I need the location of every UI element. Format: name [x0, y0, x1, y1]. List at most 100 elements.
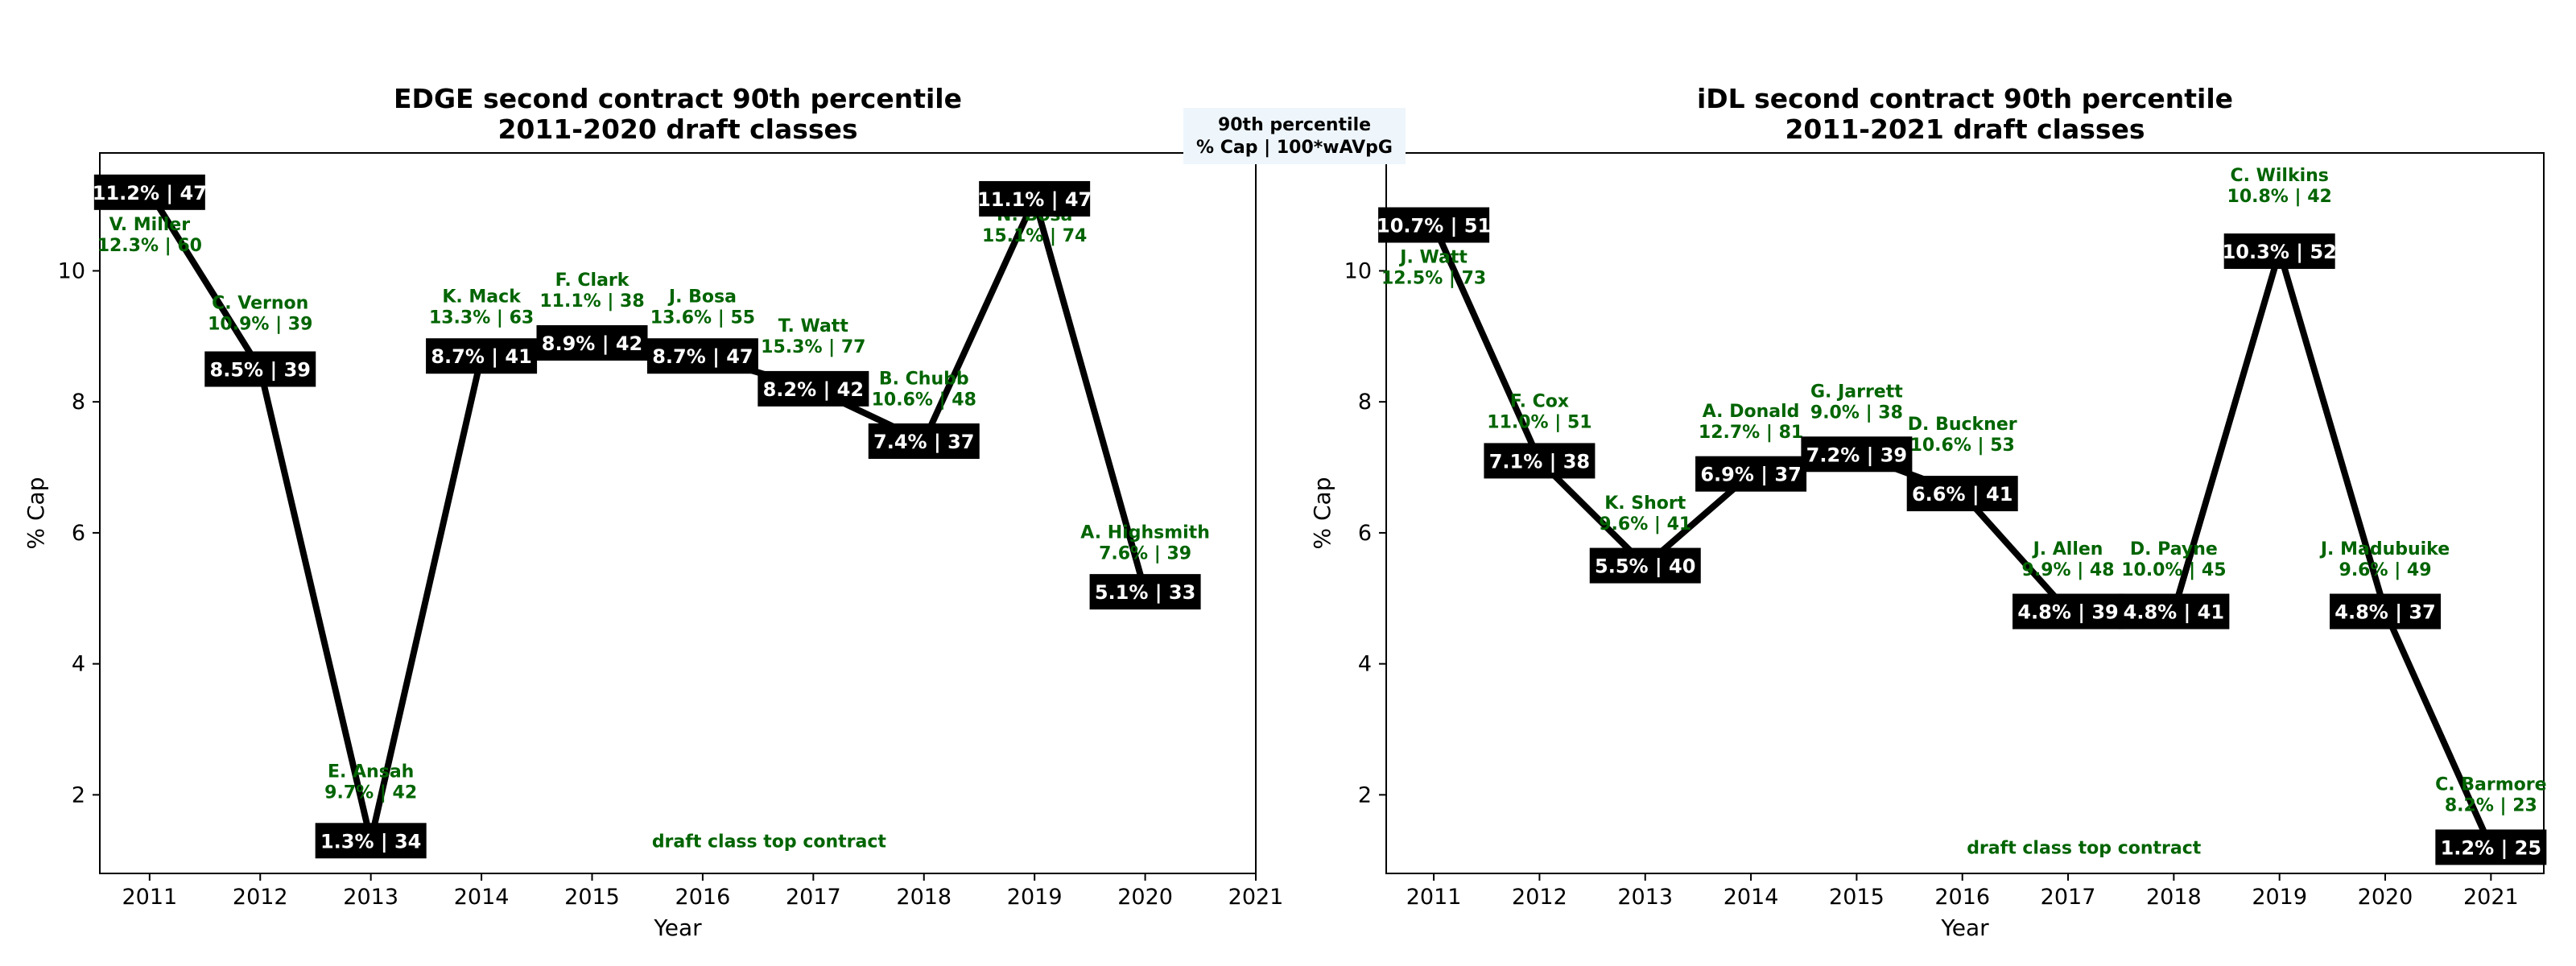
y-tick-label: 10: [58, 258, 85, 283]
footnote-label: draft class top contract: [1967, 839, 2202, 859]
x-axis-label: Year: [653, 914, 702, 941]
player-name-annotation: D. Buckner: [1908, 415, 2017, 435]
data-point-label-box: [2330, 593, 2442, 630]
plot-frame: [99, 152, 1257, 874]
x-tick-label: 2012: [1512, 885, 1567, 910]
x-tick-label: 2020: [2358, 885, 2413, 910]
player-value-annotation: 12.7% | 81: [1699, 423, 1803, 443]
player-value-annotation: 12.3% | 60: [97, 236, 202, 256]
player-value-annotation: 10.6% | 53: [1910, 436, 2015, 456]
player-value-annotation: 15.1% | 74: [982, 226, 1087, 246]
y-tick-label: 8: [72, 390, 85, 415]
player-value-annotation: 13.3% | 63: [429, 308, 534, 328]
x-tick-label: 2013: [343, 885, 398, 910]
footnote-label: draft class top contract: [652, 832, 887, 852]
data-point-label-box: [979, 180, 1091, 217]
data-point-label: 5.1% | 33: [1095, 581, 1195, 604]
player-value-annotation: 10.0% | 45: [2121, 560, 2226, 580]
player-value-annotation: 9.0% | 38: [1810, 403, 1903, 423]
data-point-label: 10.3% | 52: [2223, 241, 2337, 263]
player-value-annotation: 9.7% | 42: [324, 782, 417, 803]
data-point-label: 6.9% | 37: [1700, 464, 1801, 486]
data-point-label: 1.3% | 34: [320, 830, 421, 852]
player-name-annotation: A. Highsmith: [1080, 522, 1210, 543]
data-point-label-box: [868, 423, 980, 459]
player-name-annotation: F. Clark: [555, 270, 630, 291]
y-tick-label: 6: [1358, 521, 1372, 546]
data-point-label-box: [2118, 593, 2230, 630]
data-point-label: 4.8% | 41: [2124, 601, 2224, 624]
data-point-label-box: [2223, 233, 2335, 270]
x-tick-label: 2015: [1829, 885, 1885, 910]
player-name-annotation: T. Watt: [778, 316, 849, 336]
data-point-label-box: [2013, 593, 2124, 630]
x-tick-label: 2016: [675, 885, 731, 910]
player-value-annotation: 15.3% | 77: [761, 337, 865, 357]
y-axis-label: % Cap: [1309, 477, 1335, 550]
data-point-label-box: [1906, 476, 2018, 512]
x-tick-label: 2011: [1406, 885, 1462, 910]
data-point-label-box: [1801, 436, 1913, 473]
data-point-label: 7.2% | 39: [1806, 444, 1907, 466]
y-tick-label: 6: [72, 521, 85, 546]
player-value-annotation: 9.9% | 48: [2022, 560, 2115, 580]
data-point-label: 8.2% | 42: [763, 378, 864, 401]
x-tick-label: 2017: [2041, 885, 2096, 910]
legend-box: 90th percentile % Cap | 100*wAVpG: [1183, 108, 1406, 164]
data-point-label: 4.8% | 37: [2334, 601, 2435, 624]
data-point-label: 7.4% | 37: [873, 431, 974, 453]
data-point-label: 8.5% | 39: [210, 359, 311, 382]
data-point-label: 6.6% | 41: [1912, 483, 2013, 506]
data-point-label: 8.7% | 41: [431, 345, 531, 368]
player-name-annotation: G. Jarrett: [1810, 382, 1903, 402]
y-axis-label: % Cap: [23, 477, 49, 550]
player-name-annotation: E. Ansah: [328, 762, 414, 782]
y-tick-label: 4: [72, 652, 85, 677]
y-tick-label: 8: [1358, 390, 1372, 415]
data-point-label-box: [1695, 456, 1807, 492]
data-point-label-box: [1589, 547, 1701, 584]
player-value-annotation: 12.5% | 73: [1381, 269, 1486, 289]
data-point-label-box: [204, 351, 316, 387]
x-tick-label: 2018: [896, 885, 952, 910]
player-name-annotation: K. Mack: [442, 287, 522, 308]
data-point-label-box: [426, 338, 538, 374]
player-value-annotation: 10.6% | 48: [872, 390, 976, 410]
player-name-annotation: J. Allen: [2032, 539, 2103, 559]
legend-line2: % Cap | 100*wAVpG: [1196, 138, 1393, 158]
data-point-label: 5.5% | 40: [1595, 555, 1695, 578]
x-tick-label: 2019: [1007, 885, 1063, 910]
x-tick-label: 2014: [1724, 885, 1779, 910]
player-name-annotation: V. Miller: [109, 215, 191, 235]
x-axis-label: Year: [1940, 914, 1989, 941]
series-line: [1430, 223, 2494, 849]
data-point-label: 11.2% | 47: [93, 182, 207, 204]
chart-title-line1: EDGE second contract 90th percentile: [394, 83, 962, 114]
y-tick-label: 4: [1358, 652, 1372, 677]
data-point-label: 1.2% | 25: [2441, 836, 2541, 859]
player-value-annotation: 10.9% | 39: [208, 315, 312, 335]
data-point-label-box: [1089, 574, 1201, 610]
x-tick-label: 2014: [454, 885, 510, 910]
data-point-label: 7.1% | 38: [1489, 450, 1590, 473]
data-point-label-box: [1484, 443, 1596, 479]
player-value-annotation: 10.8% | 42: [2227, 187, 2332, 207]
player-name-annotation: K. Short: [1604, 493, 1686, 514]
player-value-annotation: 8.2% | 23: [2445, 796, 2537, 816]
x-tick-label: 2017: [786, 885, 841, 910]
x-tick-label: 2020: [1117, 885, 1173, 910]
player-name-annotation: C. Wilkins: [2230, 166, 2328, 186]
chart-title-line2: 2011-2020 draft classes: [497, 114, 857, 145]
chart-title-line1: iDL second contract 90th percentile: [1697, 83, 2233, 114]
y-tick-label: 10: [1344, 258, 1372, 283]
player-name-annotation: C. Barmore: [2435, 775, 2546, 795]
data-point-label-box: [646, 338, 758, 374]
x-tick-label: 2016: [1934, 885, 1990, 910]
data-point-label-box: [2435, 829, 2547, 865]
x-tick-label: 2021: [1228, 885, 1284, 910]
player-value-annotation: 9.6% | 41: [1599, 514, 1691, 535]
data-point-label-box: [93, 174, 205, 210]
data-point-label: 8.7% | 47: [652, 345, 753, 368]
player-name-annotation: J. Bosa: [667, 287, 737, 308]
